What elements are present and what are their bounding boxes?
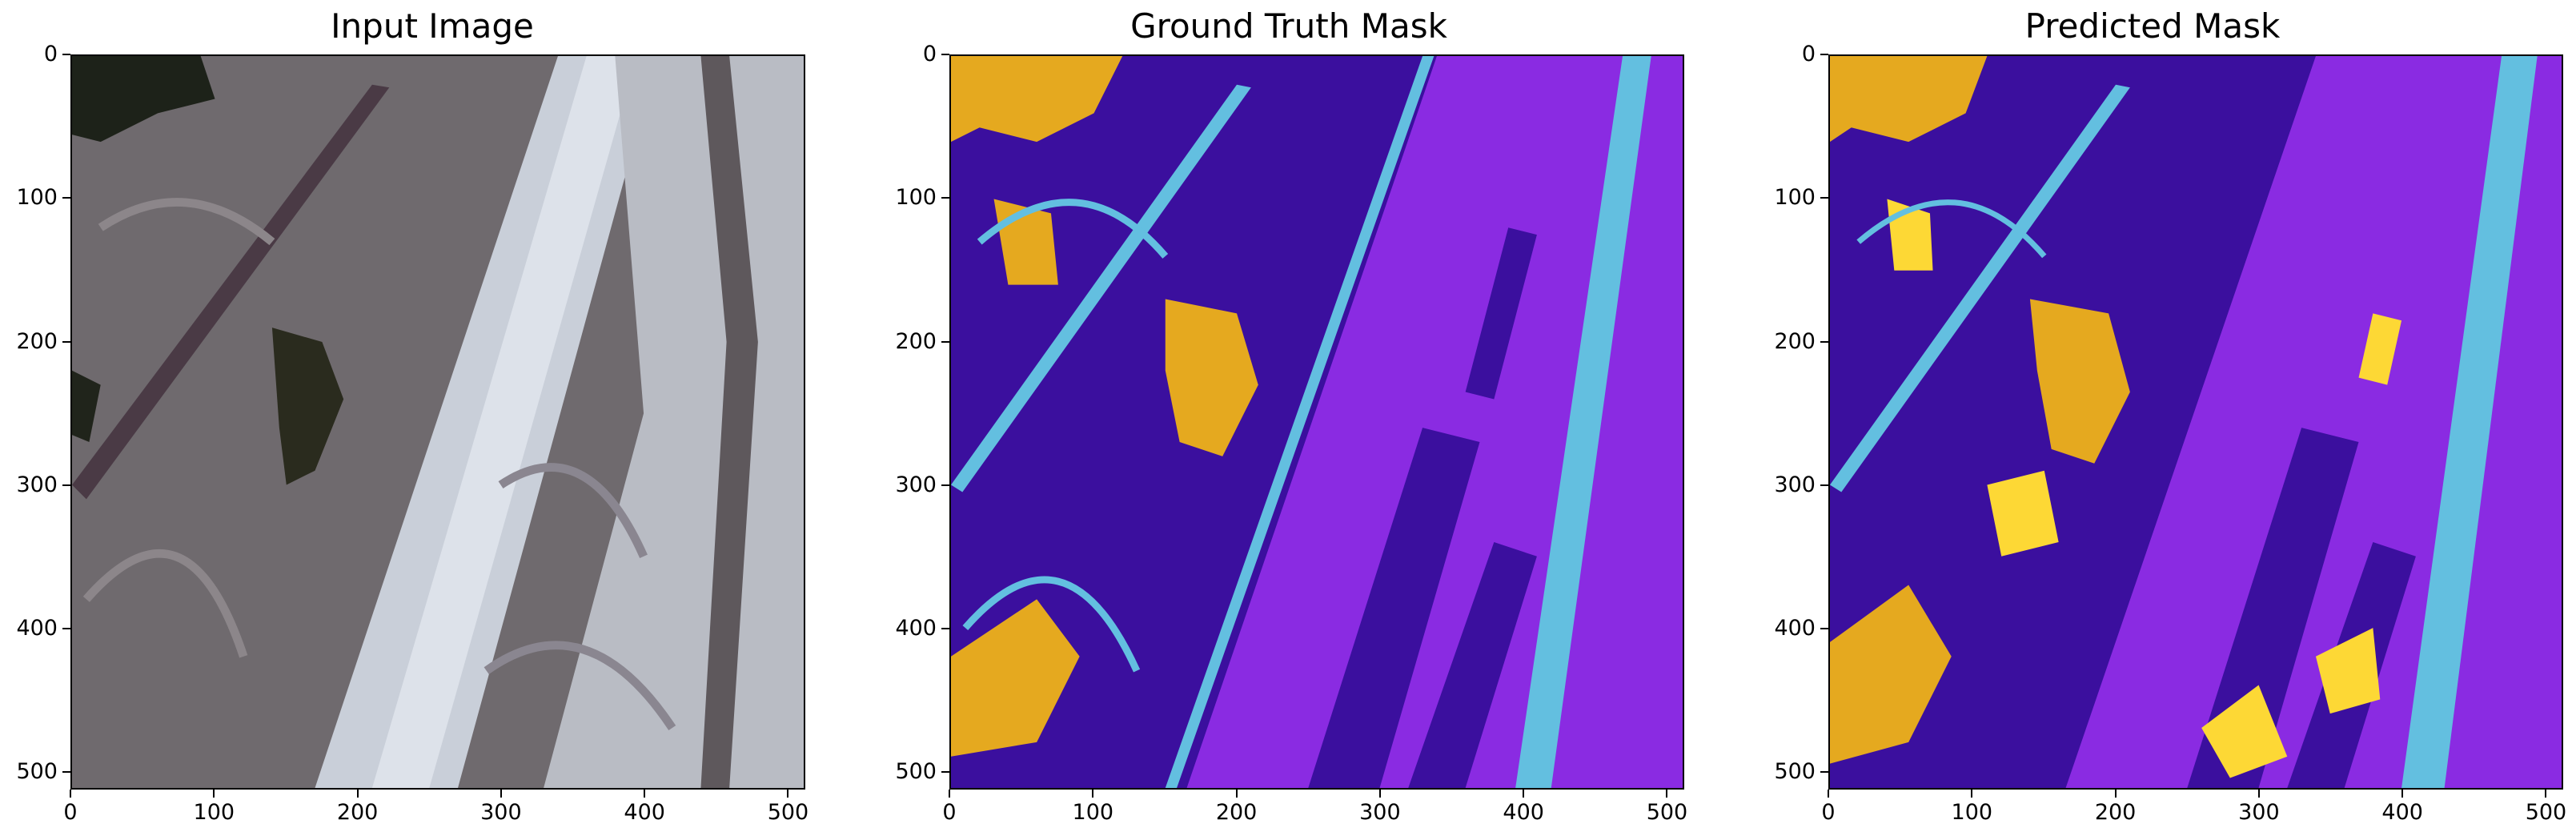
y-tick-label: 500 [16,759,58,785]
y-tick-label: 500 [895,759,937,785]
y-tick-mark [62,484,70,486]
panel-title: Ground Truth Mask [1130,6,1447,46]
x-tick-label: 200 [1215,800,1258,825]
panel-title: Input Image [331,6,534,46]
panel-predicted: Predicted Mask 0 100 200 300 400 500 0 100 200 30… [1713,0,2576,840]
predicted-mask [1828,54,2563,790]
x-tick-mark [2401,790,2404,798]
ground-truth-mask [949,54,1684,790]
y-tick-mark [1820,628,1828,630]
y-tick-label: 300 [1774,472,1816,497]
x-tick-mark [356,790,359,798]
y-tick-label: 400 [16,616,58,641]
x-tick-label: 400 [1503,800,1544,825]
x-tick-mark [1971,790,1973,798]
x-tick-label: 400 [2381,800,2423,825]
x-tick-label: 100 [193,800,235,825]
x-tick-label: 0 [63,800,78,825]
x-tick-mark [1378,790,1381,798]
y-tick-mark [1820,54,1828,55]
y-tick-mark [941,628,949,630]
panel-ground-truth: Ground Truth Mask 0 100 200 300 400 500 0 100 20… [849,0,1713,840]
y-tick-mark [941,197,949,199]
x-tick-label: 100 [1072,800,1114,825]
input-image-photo [72,56,804,788]
x-tick-label: 0 [1821,800,1836,825]
y-tick-mark [1820,771,1828,774]
y-tick-label: 200 [16,328,58,354]
x-tick-mark [2257,790,2260,798]
x-tick-label: 200 [336,800,379,825]
x-tick-mark [70,790,71,798]
y-tick-mark [62,628,70,630]
x-tick-mark [1092,790,1094,798]
y-tick-label: 300 [895,472,937,497]
y-tick-label: 200 [1774,328,1816,354]
y-tick-label: 400 [895,616,937,641]
x-tick-label: 500 [2525,800,2567,825]
y-tick-label: 0 [43,42,58,66]
x-tick-mark [2114,790,2117,798]
x-tick-label: 400 [624,800,665,825]
x-tick-mark [1523,790,1525,798]
y-tick-label: 300 [16,472,58,497]
y-tick-mark [1820,197,1828,199]
x-tick-mark [500,790,502,798]
panel-input-image: Input Image 0 100 200 300 400 500 0 100 200 300 40… [0,0,849,840]
y-tick-mark [941,771,949,774]
input-image [70,54,805,790]
y-tick-label: 400 [1774,616,1816,641]
predicted-mask-image [1830,56,2562,788]
x-tick-label: 500 [1646,800,1688,825]
y-tick-label: 0 [922,42,937,66]
x-tick-mark [787,790,789,798]
x-tick-mark [213,790,215,798]
y-tick-mark [941,340,949,343]
x-tick-label: 300 [1359,800,1401,825]
x-tick-label: 500 [767,800,809,825]
y-tick-mark [941,484,949,486]
y-tick-label: 200 [895,328,937,354]
x-tick-mark [949,790,950,798]
x-tick-label: 300 [480,800,522,825]
y-tick-mark [1820,340,1828,343]
x-tick-label: 300 [2238,800,2280,825]
y-tick-mark [62,197,70,199]
x-tick-label: 0 [942,800,957,825]
y-tick-mark [62,340,70,343]
ground-truth-mask-image [951,56,1683,788]
panel-title: Predicted Mask [2024,6,2281,46]
y-tick-label: 100 [1774,185,1816,211]
x-tick-mark [1666,790,1668,798]
y-tick-mark [62,771,70,774]
x-tick-mark [1235,790,1238,798]
y-tick-mark [62,54,70,55]
y-tick-mark [1820,484,1828,486]
y-tick-label: 500 [1774,759,1816,785]
x-tick-mark [644,790,646,798]
y-tick-label: 100 [16,185,58,211]
x-tick-mark [1828,790,1829,798]
x-tick-label: 100 [1951,800,1993,825]
y-tick-label: 100 [895,185,937,211]
y-tick-label: 0 [1801,42,1816,66]
y-tick-mark [941,54,949,55]
x-tick-mark [2545,790,2547,798]
x-tick-label: 200 [2094,800,2137,825]
